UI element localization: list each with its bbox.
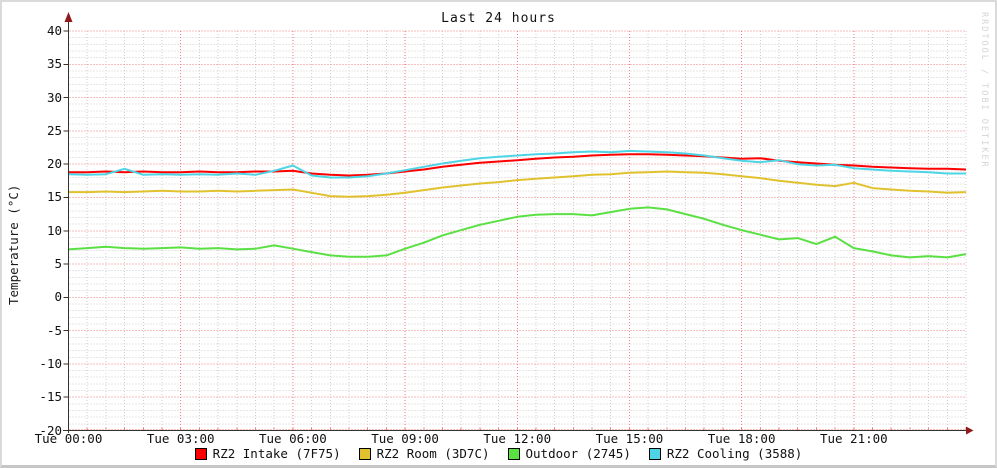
y-tick-label: 5 <box>54 256 62 272</box>
chart-title: Last 24 hours <box>441 11 556 26</box>
x-tick-label: Tue 00:00 <box>34 431 103 446</box>
series-line-3 <box>68 206 967 259</box>
x-tick-label: Tue 18:00 <box>707 431 776 446</box>
legend-item: RZ2 Intake (7F75) <box>194 446 341 461</box>
x-tick-label: Tue 12:00 <box>483 431 552 446</box>
y-tick-label: -20 <box>39 422 62 438</box>
legend-swatch-icon <box>648 447 661 460</box>
legend-item: RZ2 Cooling (3588) <box>648 446 803 461</box>
legend-item: Outdoor (2745) <box>507 446 631 461</box>
y-axis-arrow-icon <box>64 12 73 22</box>
y-tick-label: 20 <box>46 156 62 172</box>
x-tick-label: Tue 09:00 <box>371 431 439 446</box>
y-tick-label: 0 <box>54 289 62 305</box>
legend-swatch-icon <box>194 447 207 460</box>
y-tick-label: 35 <box>46 56 62 72</box>
y-tick-label: -10 <box>39 355 62 371</box>
x-tick-label: Tue 15:00 <box>595 431 664 446</box>
x-tick-label: Tue 06:00 <box>259 431 327 446</box>
legend-swatch-icon <box>358 447 371 460</box>
series-layer <box>68 149 967 259</box>
legend-label: RZ2 Intake (7F75) <box>212 446 341 461</box>
legend-swatch-icon <box>507 447 520 460</box>
x-tick-label: Tue 03:00 <box>146 431 215 446</box>
x-axis-arrow-icon <box>966 426 974 435</box>
legend: RZ2 Intake (7F75) RZ2 Room (3D7C) Outdoor … <box>2 446 995 461</box>
axis-layer <box>63 12 974 435</box>
x-tick-label: Tue 21:00 <box>819 431 888 446</box>
watermark: RRDTOOL / TOBI OETIKER <box>979 12 989 169</box>
legend-label: RZ2 Room (3D7C) <box>376 446 490 461</box>
y-tick-label: 25 <box>46 122 62 138</box>
legend-item: RZ2 Room (3D7C) <box>358 446 490 461</box>
y-tick-label: -5 <box>46 322 62 338</box>
y-tick-label: 40 <box>46 23 62 38</box>
series-line-1 <box>68 153 967 177</box>
y-tick-label: -15 <box>39 389 62 405</box>
legend-label: RZ2 Cooling (3588) <box>666 446 803 461</box>
y-tick-label: 15 <box>46 189 62 205</box>
y-tick-label: 10 <box>46 222 62 238</box>
legend-label: Outdoor (2745) <box>525 446 631 461</box>
y-tick-label: 30 <box>46 89 62 105</box>
series-line-4 <box>68 149 966 179</box>
series-line-2 <box>68 170 967 198</box>
